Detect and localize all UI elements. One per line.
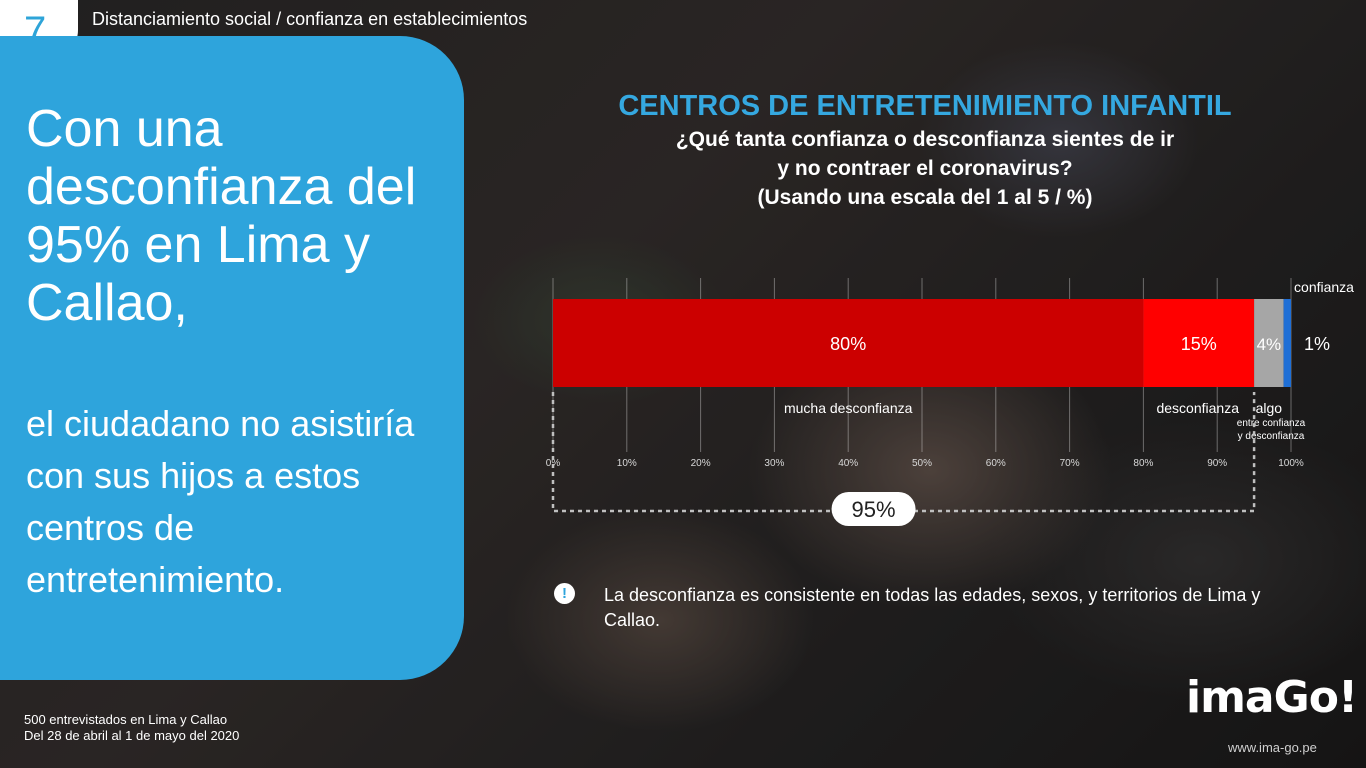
sample-footnote: 500 entrevistados en Lima y Callao Del 2… [24,712,239,744]
category-sublabel: entre confianza [1237,418,1306,429]
chart-question-line-1: ¿Qué tanta confianza o desconfianza sien… [675,128,1175,151]
note-text: La desconfianza es consistente en todas … [604,585,1261,630]
headline-panel [0,36,464,680]
x-tick-label: 30% [764,458,784,469]
data-label: 4% [1257,335,1282,354]
chart-question: ¿Qué tanta confianza o desconfianza sien… [560,125,1290,212]
chart-title: CENTROS DE ENTRETENIMIENTO INFANTIL [618,90,1232,122]
x-tick-label: 60% [986,458,1006,469]
category-label: desconfianza [1156,400,1239,416]
x-tick-label: 100% [1278,458,1304,469]
data-label: 80% [830,334,866,354]
x-tick-label: 40% [838,458,858,469]
website-link[interactable]: www.ima-go.pe [1228,740,1317,755]
category-label: confianza [1294,279,1354,295]
footnote-line-1: 500 entrevistados en Lima y Callao [24,712,228,727]
category-label: mucha desconfianza [784,400,913,416]
headline-secondary: el ciudadano no asistiría con sus hijos … [26,403,415,600]
section-title: Distanciamiento social / confianza en es… [92,9,528,29]
bar-segment [1143,299,1255,387]
x-tick-label: 90% [1207,458,1227,469]
bracket-badge [831,492,916,526]
bar-segment [553,299,1144,387]
bar-segment [1283,299,1291,387]
x-tick-label: 0% [546,458,561,469]
x-tick-label: 70% [1060,458,1080,469]
chart-question-line-2: y no contraer el coronavirus? [777,157,1073,180]
x-tick-label: 80% [1133,458,1153,469]
category-sublabel: y desconfianza [1238,431,1305,442]
x-tick-label: 10% [617,458,637,469]
x-tick-label: 20% [691,458,711,469]
data-label: 1% [1304,334,1330,354]
headline-main: Con una desconfianza del 95% en Lima y C… [26,100,417,332]
bracket-label: 95% [852,497,896,522]
imago-logo: imaGo! [1186,672,1358,723]
exclamation-icon: ! [554,583,575,604]
x-tick-label: 50% [912,458,932,469]
bracket-line [551,392,1256,513]
chart-question-line-3: (Usando una escala del 1 al 5 / %) [757,186,1093,209]
footnote-line-2: Del 28 de abril al 1 de mayo del 2020 [24,728,240,743]
data-label: 15% [1181,334,1217,354]
category-label: algo [1256,400,1283,416]
bar-segment [1254,299,1284,387]
